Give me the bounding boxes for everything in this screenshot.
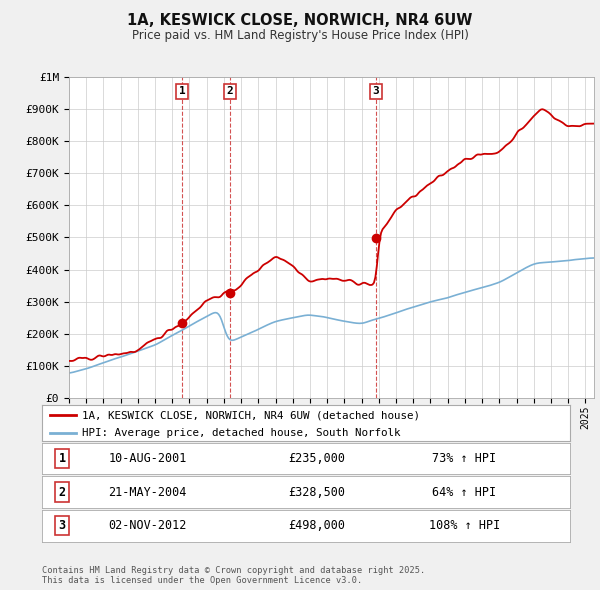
Text: 64% ↑ HPI: 64% ↑ HPI bbox=[433, 486, 496, 499]
Text: Contains HM Land Registry data © Crown copyright and database right 2025.
This d: Contains HM Land Registry data © Crown c… bbox=[42, 566, 425, 585]
Text: 2: 2 bbox=[59, 486, 65, 499]
Text: Price paid vs. HM Land Registry's House Price Index (HPI): Price paid vs. HM Land Registry's House … bbox=[131, 29, 469, 42]
Text: 3: 3 bbox=[59, 519, 65, 532]
Text: 1A, KESWICK CLOSE, NORWICH, NR4 6UW: 1A, KESWICK CLOSE, NORWICH, NR4 6UW bbox=[127, 13, 473, 28]
Text: 1: 1 bbox=[179, 86, 185, 96]
Text: 02-NOV-2012: 02-NOV-2012 bbox=[109, 519, 187, 532]
Text: HPI: Average price, detached house, South Norfolk: HPI: Average price, detached house, Sout… bbox=[82, 428, 400, 438]
Text: 10-AUG-2001: 10-AUG-2001 bbox=[109, 452, 187, 465]
Text: £498,000: £498,000 bbox=[288, 519, 345, 532]
Text: 1A, KESWICK CLOSE, NORWICH, NR4 6UW (detached house): 1A, KESWICK CLOSE, NORWICH, NR4 6UW (det… bbox=[82, 410, 419, 420]
Text: £328,500: £328,500 bbox=[288, 486, 345, 499]
Text: 3: 3 bbox=[373, 86, 379, 96]
Text: 73% ↑ HPI: 73% ↑ HPI bbox=[433, 452, 496, 465]
Text: 2: 2 bbox=[226, 86, 233, 96]
Text: 21-MAY-2004: 21-MAY-2004 bbox=[109, 486, 187, 499]
Text: 1: 1 bbox=[59, 452, 65, 465]
Text: £235,000: £235,000 bbox=[288, 452, 345, 465]
Text: 108% ↑ HPI: 108% ↑ HPI bbox=[429, 519, 500, 532]
